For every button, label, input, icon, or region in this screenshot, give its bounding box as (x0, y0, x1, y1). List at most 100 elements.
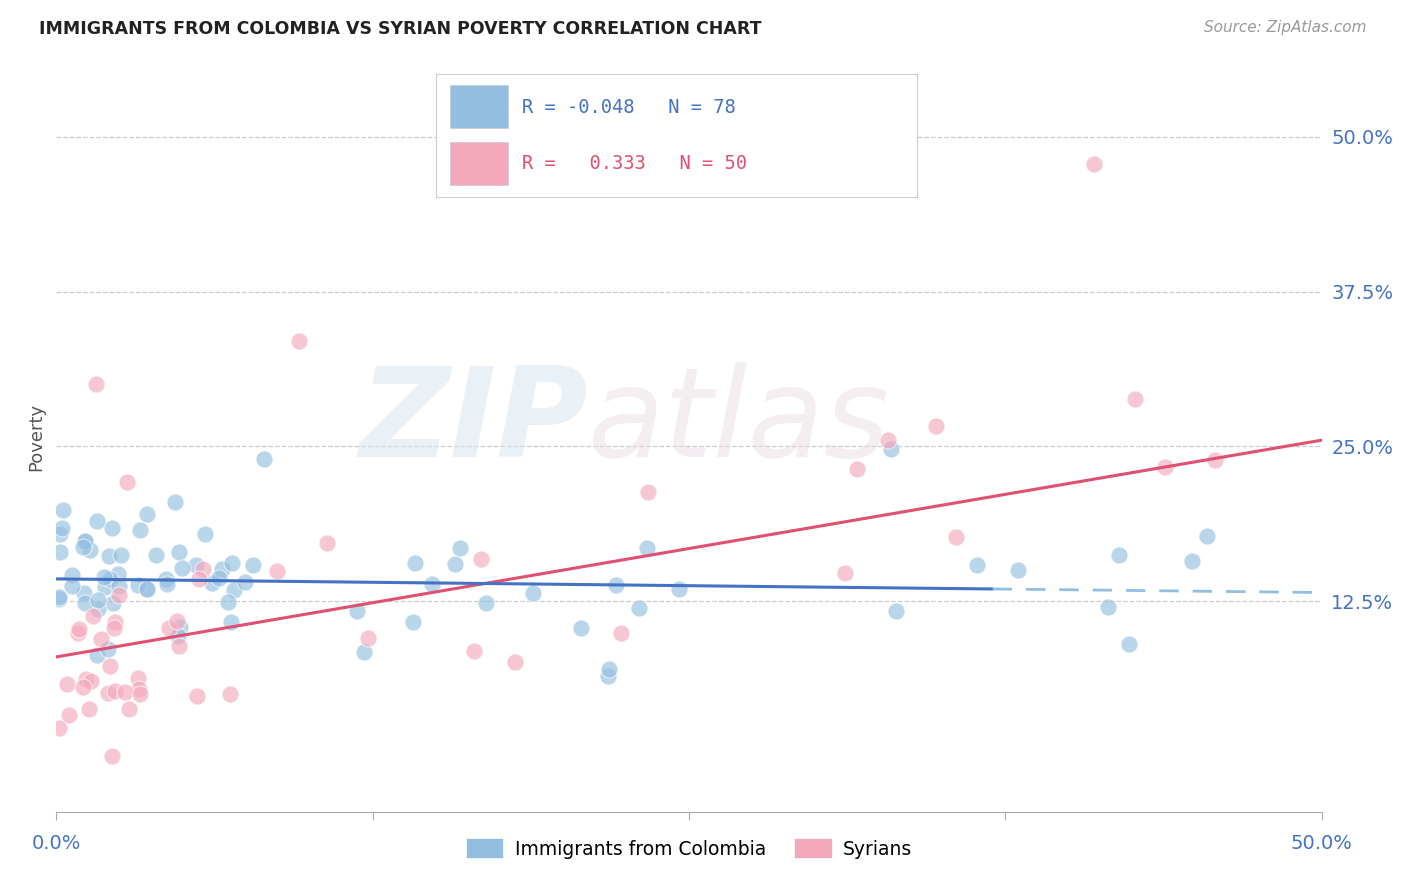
Point (357, 632, 380, 646)
Point (98, 549, 121, 563)
Y-axis label: Poverty: Poverty (27, 403, 45, 471)
Point (98, 658, 121, 673)
Point (101, 596, 124, 610)
Point (1195, 529, 1218, 543)
Point (208, 571, 231, 585)
Point (346, 604, 368, 618)
Point (72, 540, 94, 554)
Point (101, 521, 124, 535)
Point (193, 562, 215, 576)
Point (266, 564, 288, 578)
Point (1097, 600, 1119, 615)
Point (637, 484, 659, 499)
Point (67, 626, 90, 640)
Point (145, 548, 167, 562)
Point (253, 451, 276, 466)
Point (353, 645, 375, 659)
Text: 0.0%: 0.0% (31, 834, 82, 853)
Point (84, 377, 107, 392)
Point (925, 419, 948, 434)
Point (67, 622, 90, 636)
Point (127, 671, 149, 685)
Point (135, 582, 157, 596)
Point (75, 533, 97, 548)
Point (79, 543, 101, 558)
Point (48, 545, 70, 559)
Point (155, 572, 177, 586)
Point (110, 548, 132, 562)
Point (219, 687, 242, 701)
Point (156, 577, 179, 591)
Point (77, 702, 100, 716)
Point (1204, 453, 1226, 467)
Point (884, 604, 907, 618)
Point (73, 595, 96, 609)
Point (163, 495, 186, 509)
Point (82, 609, 104, 624)
Point (93, 570, 115, 584)
Point (627, 600, 650, 615)
Point (94, 580, 117, 594)
Point (127, 578, 149, 592)
Point (166, 629, 188, 643)
Point (184, 558, 207, 573)
Point (48, 592, 70, 607)
Point (1118, 637, 1140, 651)
Point (90, 632, 112, 646)
Point (128, 681, 150, 696)
Point (108, 579, 131, 593)
Point (49, 526, 72, 541)
Point (129, 687, 152, 701)
Point (107, 566, 129, 581)
Text: IMMIGRANTS FROM COLOMBIA VS SYRIAN POVERTY CORRELATION CHART: IMMIGRANTS FROM COLOMBIA VS SYRIAN POVER… (39, 20, 762, 37)
Point (420, 577, 443, 591)
Point (219, 615, 242, 629)
Point (101, 749, 124, 764)
Point (402, 615, 425, 630)
Point (221, 557, 243, 571)
Point (52, 503, 75, 517)
Point (129, 524, 152, 538)
Point (201, 575, 224, 590)
Point (72, 680, 94, 694)
Point (51, 521, 73, 535)
Point (97, 686, 120, 700)
Point (288, 334, 311, 348)
Point (87, 601, 110, 615)
Point (880, 442, 903, 456)
Point (470, 552, 492, 566)
Point (1083, 157, 1105, 171)
Point (636, 541, 658, 556)
Point (60, 579, 83, 593)
Point (605, 578, 627, 592)
Text: Source: ZipAtlas.com: Source: ZipAtlas.com (1204, 20, 1367, 35)
Point (104, 615, 127, 630)
Point (76, 672, 98, 686)
Point (1007, 563, 1029, 577)
Point (404, 556, 426, 570)
Point (463, 643, 485, 657)
Point (503, 655, 526, 669)
Point (48, 591, 70, 605)
Point (86, 515, 108, 529)
Point (97, 642, 120, 657)
Point (1108, 548, 1130, 562)
Point (157, 621, 180, 635)
Point (60, 568, 83, 582)
Point (217, 594, 239, 608)
Point (877, 433, 900, 447)
Point (170, 561, 193, 575)
Point (114, 685, 136, 699)
Point (444, 558, 467, 572)
Text: 50.0%: 50.0% (1291, 834, 1353, 853)
Point (136, 582, 159, 596)
Point (224, 582, 246, 597)
Point (569, 621, 592, 635)
Point (169, 620, 191, 634)
Point (98, 572, 121, 586)
Legend: Immigrants from Colombia, Syrians: Immigrants from Colombia, Syrians (458, 830, 920, 866)
Point (449, 541, 471, 555)
Point (115, 475, 138, 490)
Point (211, 562, 233, 576)
Point (135, 508, 157, 522)
